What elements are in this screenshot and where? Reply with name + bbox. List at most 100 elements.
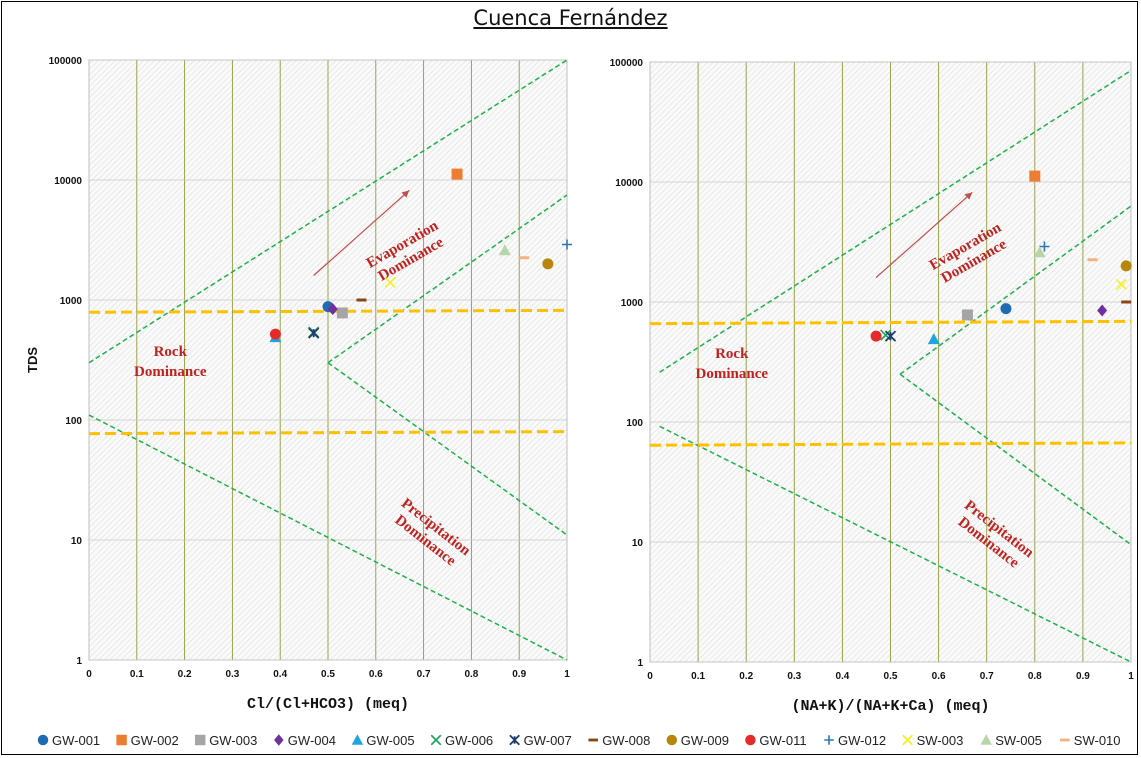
legend-label: SW-005 bbox=[995, 733, 1042, 748]
y-tick-label: 1000 bbox=[621, 298, 644, 309]
legend-marker-gw-011 bbox=[745, 734, 756, 746]
x-tick-label: 0 bbox=[86, 669, 92, 680]
x-tick-label: 0.8 bbox=[464, 669, 478, 680]
evaporation-arrow bbox=[313, 189, 410, 276]
rock-label-line: Dominance bbox=[134, 364, 207, 380]
data-point-gw-009 bbox=[1120, 260, 1132, 272]
data-point-gw-007 bbox=[884, 330, 897, 342]
figure-title: Cuenca Fernández bbox=[473, 6, 668, 30]
x-tick-label: 1 bbox=[1128, 671, 1134, 682]
tds-threshold-line bbox=[649, 441, 1132, 447]
evaporation-arrow bbox=[875, 191, 973, 278]
x-tick-label: 0 bbox=[647, 671, 653, 682]
data-point-sw-005 bbox=[1033, 246, 1046, 258]
dominance-boundary-line bbox=[327, 194, 568, 364]
legend-marker-gw-006 bbox=[430, 734, 442, 746]
y-tick-label: 100000 bbox=[610, 58, 644, 69]
x-tick-label: 0.6 bbox=[932, 671, 946, 682]
legend-label: SW-010 bbox=[1074, 733, 1121, 748]
legend-marker-gw-001 bbox=[37, 734, 49, 746]
data-point-sw-003 bbox=[384, 276, 396, 289]
y-tick-label: 100000 bbox=[49, 56, 83, 67]
x-tick-label: 0.7 bbox=[980, 671, 994, 682]
rock-label-line: Dominance bbox=[696, 366, 769, 382]
legend-label: GW-003 bbox=[209, 733, 257, 748]
y-axis-label: TDS bbox=[25, 347, 40, 373]
x-tick-label: 0.4 bbox=[835, 671, 849, 682]
data-point-gw-007 bbox=[308, 327, 320, 339]
data-point-gw-011 bbox=[269, 328, 281, 340]
legend-marker-gw-002 bbox=[116, 734, 127, 746]
x-tick-label: 0.9 bbox=[1076, 671, 1090, 682]
y-tick-label: 1 bbox=[637, 658, 643, 669]
x-axis-label: Cl/(Cl+HCO3) (meq) bbox=[247, 696, 409, 713]
legend-label: GW-001 bbox=[52, 733, 100, 748]
legend-label: GW-011 bbox=[759, 733, 806, 748]
legend-label: GW-004 bbox=[288, 733, 336, 748]
data-point-gw-003 bbox=[336, 307, 348, 319]
legend-marker-gw-004 bbox=[274, 734, 284, 746]
rock-label: Rock Dominance bbox=[696, 346, 769, 382]
chart-panel-2: 0 0.1 0.2 0.3 0.4 0.5 0.6 0.7 0.8 0.9 1 1 10 100 1000 1… bbox=[610, 58, 1135, 715]
legend: GW-001 GW-002 GW-003 GW-004 GW-005 GW-006 GW-0… bbox=[37, 733, 1121, 748]
dominance-boundary-line bbox=[327, 362, 568, 536]
data-point-gw-002 bbox=[451, 168, 463, 180]
legend-marker-sw-003 bbox=[902, 734, 913, 746]
legend-marker-gw-005 bbox=[351, 734, 364, 745]
y-tick-label: 10000 bbox=[615, 178, 643, 189]
dominance-boundary-line bbox=[88, 414, 568, 661]
legend-marker-gw-012 bbox=[824, 735, 834, 745]
x-tick-label: 0.3 bbox=[225, 669, 239, 680]
y-tick-label: 1 bbox=[76, 656, 82, 667]
data-point-gw-004 bbox=[327, 303, 338, 316]
dominance-boundary-line bbox=[88, 59, 568, 364]
x-tick-label: 0.5 bbox=[321, 669, 335, 680]
data-point-gw-012 bbox=[562, 239, 572, 250]
y-tick-label: 10 bbox=[71, 536, 83, 547]
legend-marker-gw-009 bbox=[666, 734, 678, 746]
legend-marker-gw-008 bbox=[588, 738, 598, 742]
legend-marker-sw-010 bbox=[1060, 738, 1070, 742]
rock-label-line: Rock bbox=[154, 344, 188, 360]
legend-label: GW-008 bbox=[602, 733, 650, 748]
x-tick-label: 0.2 bbox=[178, 669, 192, 680]
data-point-sw-005 bbox=[498, 244, 511, 256]
x-tick-label: 0.5 bbox=[884, 671, 898, 682]
x-tick-label: 0.2 bbox=[739, 671, 753, 682]
data-point-sw-010 bbox=[518, 256, 529, 260]
data-point-gw-012 bbox=[1039, 241, 1050, 252]
data-point-gw-011 bbox=[870, 330, 882, 342]
data-point-gw-008 bbox=[356, 298, 367, 302]
x-tick-label: 0.7 bbox=[417, 669, 431, 680]
legend-label: GW-009 bbox=[681, 733, 729, 748]
data-point-gw-002 bbox=[1029, 170, 1041, 182]
x-tick-label: 0.8 bbox=[1028, 671, 1042, 682]
data-point-gw-004 bbox=[1097, 304, 1108, 317]
legend-label: GW-006 bbox=[445, 733, 493, 748]
legend-label: GW-005 bbox=[366, 733, 414, 748]
data-point-sw-003 bbox=[1115, 278, 1127, 291]
x-tick-label: 0.1 bbox=[691, 671, 705, 682]
legend-label: SW-003 bbox=[917, 733, 964, 748]
legend-marker-sw-005 bbox=[980, 734, 992, 745]
y-tick-label: 10000 bbox=[54, 176, 82, 187]
legend-label: GW-007 bbox=[524, 733, 572, 748]
data-point-gw-008 bbox=[1121, 300, 1132, 304]
legend-marker-gw-007 bbox=[509, 734, 520, 746]
data-point-gw-001 bbox=[1000, 303, 1012, 315]
x-axis-label: (NA+K)/(NA+K+Ca) (meq) bbox=[791, 698, 989, 715]
x-tick-label: 0.9 bbox=[512, 669, 526, 680]
y-tick-label: 1000 bbox=[60, 296, 83, 307]
x-tick-label: 0.1 bbox=[130, 669, 144, 680]
data-point-gw-009 bbox=[542, 258, 554, 270]
y-tick-label: 10 bbox=[632, 538, 644, 549]
y-tick-label: 100 bbox=[65, 416, 82, 427]
tds-threshold-line bbox=[649, 319, 1132, 326]
rock-label: Rock Dominance bbox=[134, 344, 207, 380]
chart-panel-1: 0 0.1 0.2 0.3 0.4 0.5 0.6 0.7 0.8 0.9 1 1 10 100 1000 1… bbox=[25, 56, 572, 713]
y-tick-label: 100 bbox=[626, 418, 643, 429]
x-tick-label: 0.3 bbox=[787, 671, 801, 682]
x-tick-label: 1 bbox=[564, 669, 570, 680]
